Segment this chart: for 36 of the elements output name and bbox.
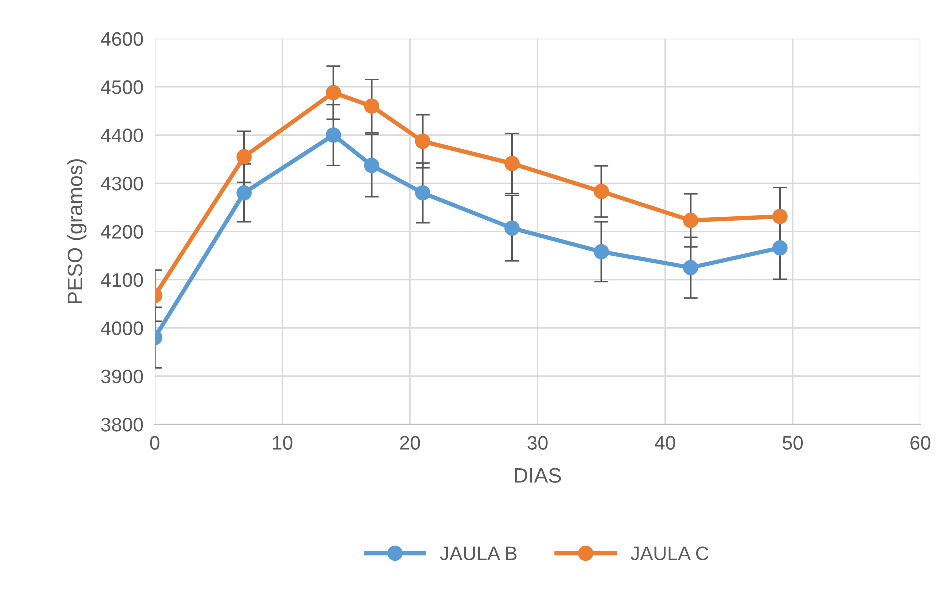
x-axis-title: DIAS xyxy=(515,468,562,484)
y-axis-title: PESO (gramos) xyxy=(67,160,87,304)
y-tick-label: 4300 xyxy=(101,176,144,191)
point xyxy=(326,85,342,101)
y-tick-label: 4100 xyxy=(101,273,144,288)
x-tick-label: 30 xyxy=(528,436,548,450)
point xyxy=(683,260,699,276)
y-tick-label: 3900 xyxy=(101,370,144,384)
point xyxy=(236,149,252,165)
y-tick-label: 4500 xyxy=(101,80,144,94)
point xyxy=(594,244,610,260)
point xyxy=(594,184,610,200)
point xyxy=(772,209,788,224)
y-tick-label: 4200 xyxy=(101,225,144,239)
point xyxy=(364,98,380,114)
point xyxy=(236,186,252,201)
x-tick-label: 20 xyxy=(400,436,420,450)
point xyxy=(326,128,342,143)
y-tick-label: 4400 xyxy=(101,128,144,143)
x-tick-label: 0 xyxy=(150,436,160,450)
point xyxy=(364,158,380,174)
point xyxy=(504,156,520,172)
y-tick-label: 4000 xyxy=(101,322,144,336)
legend-label: JAULA B xyxy=(440,546,517,561)
point xyxy=(772,240,788,256)
point xyxy=(415,134,431,150)
legend-label: JAULA C xyxy=(630,546,709,561)
point xyxy=(415,186,431,201)
point xyxy=(504,220,520,236)
x-tick-label: 60 xyxy=(910,436,931,450)
point xyxy=(683,212,699,228)
x-tick-label: 50 xyxy=(782,436,804,450)
y-tick-label: 4600 xyxy=(101,32,144,46)
x-tick-label: 40 xyxy=(655,436,676,450)
x-tick-label: 10 xyxy=(273,436,293,450)
y-tick-label: 3800 xyxy=(101,418,144,432)
